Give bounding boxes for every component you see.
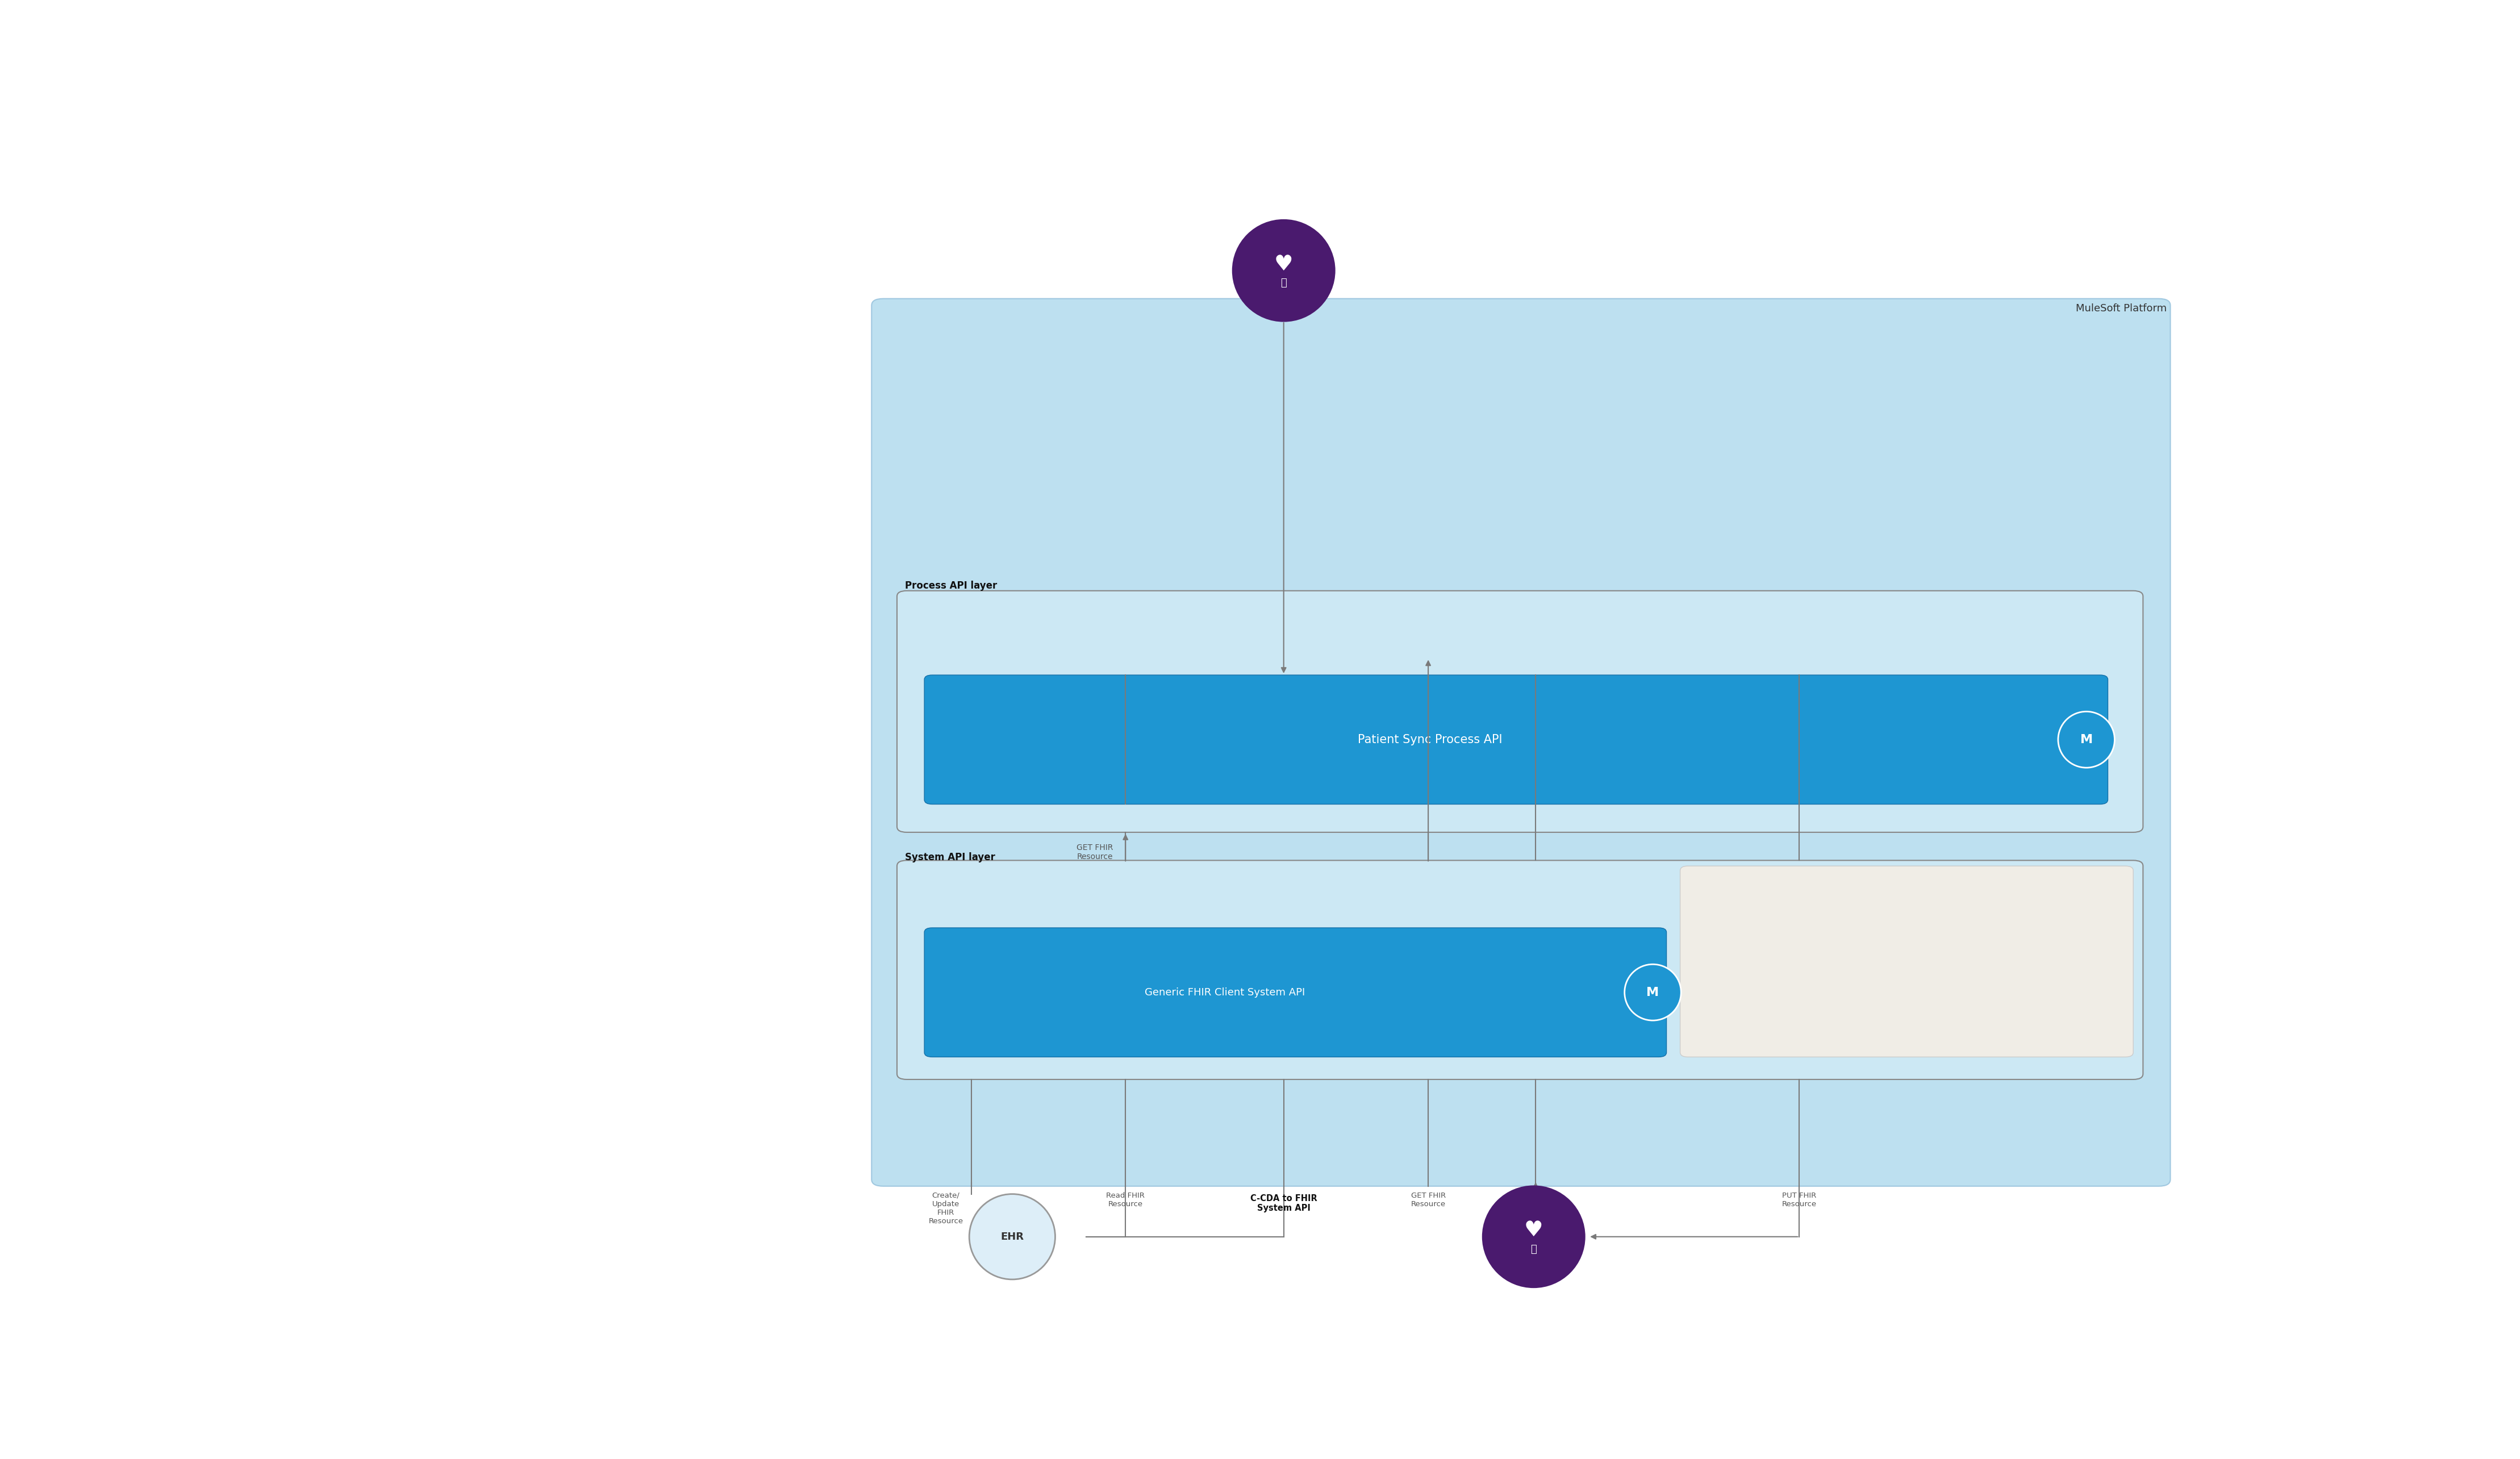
- Text: GET FHIR
Resource: GET FHIR Resource: [1411, 1192, 1446, 1208]
- Text: ♥: ♥: [1525, 1220, 1542, 1242]
- Text: Read FHIR
Resource: Read FHIR Resource: [1106, 1192, 1144, 1208]
- FancyBboxPatch shape: [925, 676, 2107, 804]
- Text: Process API layer: Process API layer: [905, 581, 998, 591]
- Text: 〜: 〜: [1280, 279, 1288, 289]
- Text: System API layer: System API layer: [905, 852, 995, 862]
- Text: POST FHIR
Resource: POST FHIR Resource: [1517, 1192, 1555, 1208]
- Text: EHR: EHR: [1000, 1231, 1023, 1242]
- Ellipse shape: [1625, 964, 1681, 1020]
- Ellipse shape: [1232, 220, 1336, 321]
- Text: Generic FHIR Client System API: Generic FHIR Client System API: [1144, 988, 1305, 998]
- FancyBboxPatch shape: [897, 591, 2142, 832]
- Ellipse shape: [970, 1193, 1056, 1280]
- Ellipse shape: [2059, 712, 2114, 767]
- Text: PUT FHIR
Resource: PUT FHIR Resource: [1782, 1192, 1817, 1208]
- FancyBboxPatch shape: [1681, 867, 2134, 1056]
- Text: 〜: 〜: [1530, 1245, 1537, 1255]
- FancyBboxPatch shape: [872, 299, 2170, 1186]
- Text: Patient Sync Process API: Patient Sync Process API: [1358, 734, 1502, 746]
- Text: M: M: [2079, 734, 2092, 746]
- Text: M: M: [1646, 986, 1658, 998]
- Text: C-CDA to FHIR
System API: C-CDA to FHIR System API: [1250, 1193, 1318, 1212]
- Ellipse shape: [1482, 1186, 1585, 1287]
- FancyBboxPatch shape: [897, 861, 2142, 1080]
- Text: MuleSoft Platform: MuleSoft Platform: [2076, 303, 2167, 314]
- FancyBboxPatch shape: [925, 928, 1666, 1056]
- Text: Create/
Update
FHIR
Resource: Create/ Update FHIR Resource: [927, 1192, 963, 1224]
- Text: GET FHIR
Resource: GET FHIR Resource: [1076, 843, 1114, 861]
- Text: ♥: ♥: [1275, 254, 1293, 274]
